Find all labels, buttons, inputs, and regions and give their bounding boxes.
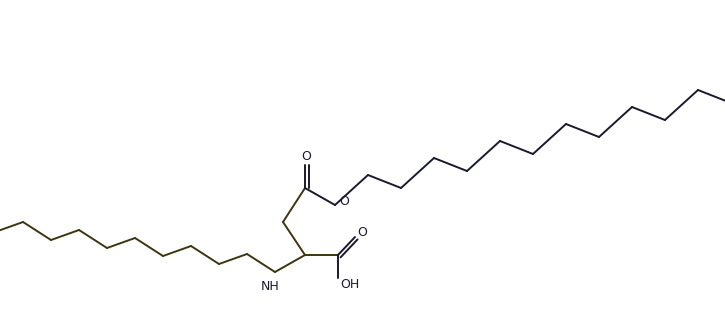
Text: O: O [339, 194, 349, 207]
Text: O: O [357, 225, 367, 238]
Text: O: O [301, 150, 311, 162]
Text: NH: NH [260, 279, 279, 293]
Text: OH: OH [340, 277, 360, 290]
